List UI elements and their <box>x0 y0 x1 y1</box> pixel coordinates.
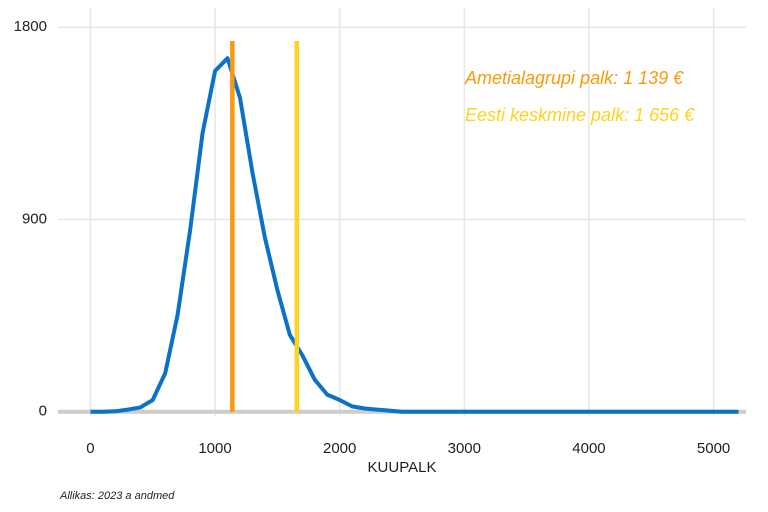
x-tick-label: 3000 <box>448 440 481 457</box>
x-tick-label: 4000 <box>572 440 605 457</box>
caption: Allikas: 2023 a andmed <box>59 490 175 502</box>
y-tick-label: 0 <box>39 403 47 420</box>
x-tick-label: 2000 <box>323 440 356 457</box>
line-series <box>90 56 739 414</box>
x-tick-label: 0 <box>86 440 94 457</box>
y-tick-label: 900 <box>22 210 47 227</box>
x-tick-label: 5000 <box>697 440 730 457</box>
x-axis-label: KUUPALK <box>368 459 437 476</box>
annotation: Eesti keskmine palk: 1 656 € <box>465 105 695 125</box>
x-tick-label: 1000 <box>198 440 231 457</box>
y-tick-label: 1800 <box>14 18 47 35</box>
annotation: Ametialagrupi palk: 1 139 € <box>464 68 684 88</box>
